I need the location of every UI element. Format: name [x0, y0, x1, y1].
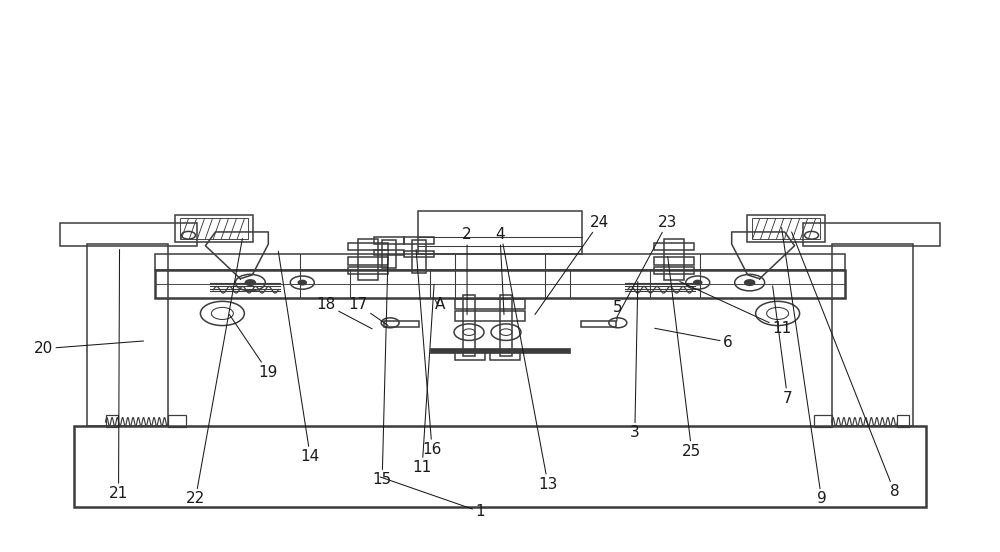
Bar [430, 348, 570, 353]
Bar [418, 211, 582, 254]
Bar [752, 218, 820, 239]
Text: 13: 13 [503, 244, 558, 492]
Bar [455, 311, 525, 321]
Bar [404, 237, 434, 244]
Bar [348, 257, 388, 265]
Bar [832, 244, 913, 426]
Bar [654, 257, 694, 265]
Bar [664, 239, 684, 280]
Bar [87, 244, 168, 426]
Text: 5: 5 [613, 300, 623, 321]
Bar [384, 321, 419, 327]
Bar [155, 270, 845, 298]
Text: 1: 1 [380, 477, 485, 519]
Bar [404, 251, 434, 257]
Bar [106, 415, 118, 427]
Text: 3: 3 [630, 282, 640, 440]
Bar [455, 351, 485, 360]
Bar [455, 299, 525, 309]
Text: 9: 9 [782, 227, 826, 507]
Bar [358, 239, 378, 280]
Bar [490, 351, 520, 360]
Bar [374, 250, 404, 255]
Text: 11: 11 [680, 282, 791, 336]
Text: A: A [435, 297, 445, 312]
Bar [803, 222, 940, 246]
Circle shape [298, 280, 306, 285]
Text: 19: 19 [229, 315, 278, 380]
Bar [814, 415, 832, 427]
Text: 24: 24 [535, 215, 609, 315]
Bar [747, 215, 825, 242]
Bar [180, 218, 248, 239]
Bar [654, 243, 694, 250]
Text: 25: 25 [668, 257, 701, 459]
Circle shape [694, 280, 702, 285]
Circle shape [245, 280, 255, 285]
Text: 7: 7 [773, 286, 792, 406]
Bar [374, 237, 404, 244]
Text: 4: 4 [495, 227, 505, 315]
Text: 16: 16 [416, 250, 442, 457]
Text: 21: 21 [109, 250, 128, 501]
Bar [348, 267, 388, 274]
Bar [168, 415, 186, 427]
Text: 11: 11 [412, 284, 434, 475]
Text: 6: 6 [655, 328, 733, 349]
Bar [382, 240, 396, 268]
Bar [412, 240, 426, 273]
Bar [175, 215, 253, 242]
Circle shape [745, 280, 755, 285]
Text: 14: 14 [278, 251, 320, 464]
Text: 23: 23 [617, 215, 677, 317]
Bar [463, 295, 475, 356]
Bar [348, 243, 388, 250]
Bar [581, 321, 616, 327]
Text: 17: 17 [349, 297, 388, 326]
Bar [654, 267, 694, 274]
Text: 22: 22 [186, 238, 242, 507]
Bar [500, 295, 512, 356]
Text: 8: 8 [792, 232, 899, 500]
Text: 20: 20 [34, 341, 143, 356]
Text: 2: 2 [462, 227, 472, 315]
Bar [155, 254, 845, 270]
Bar [897, 415, 909, 427]
Text: 15: 15 [373, 250, 392, 487]
Text: 18: 18 [317, 297, 372, 329]
Bar [60, 222, 197, 246]
Bar [74, 426, 926, 507]
